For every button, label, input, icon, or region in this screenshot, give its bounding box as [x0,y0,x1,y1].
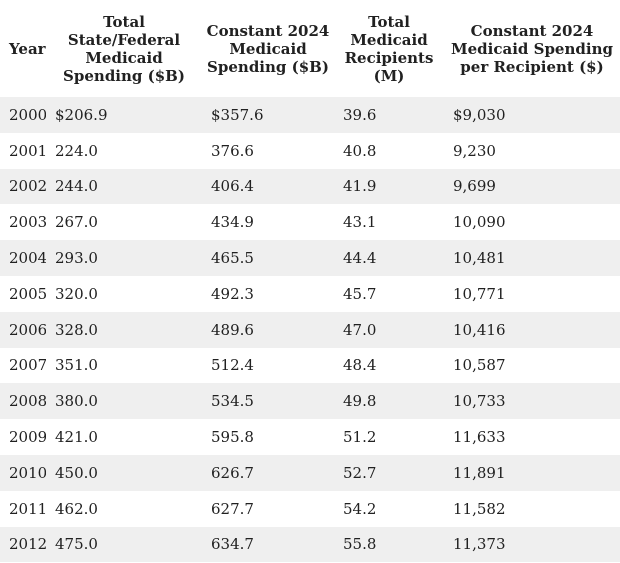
table-cell-year: 2002 [9,177,46,196]
table-cell-per-recipient: $9,030 [453,105,506,124]
table-cell-per-recipient: 11,373 [453,535,506,554]
table-cell-recipients: 51.2 [343,428,377,447]
table-cell-constant-2024-spending: 489.6 [211,320,254,339]
table-cell-year: 2011 [9,499,46,518]
table-cell-recipients: 48.4 [343,356,377,375]
table-cell-recipients: 44.4 [343,249,377,268]
table-cell-recipients: 45.7 [343,284,377,303]
table-cell-recipients: 40.8 [343,141,377,160]
table-cell-total-spending: $206.9 [55,105,108,124]
table-row: 2009 421.0 595.8 51.2 11,633 [0,419,620,455]
table-cell-recipients: 47.0 [343,320,377,339]
table-cell-per-recipient: 9,699 [453,177,496,196]
table-cell-recipients: 43.1 [343,213,377,232]
table-row: 2006 328.0 489.6 47.0 10,416 [0,311,620,348]
table-cell-year: 2007 [9,356,46,375]
table-cell-per-recipient: 10,090 [453,213,506,232]
table-cell-year: 2004 [9,249,46,268]
table-cell-year: 2003 [9,213,46,232]
table-cell-total-spending: 244.0 [55,177,98,196]
table-row: 2011 462.0 627.7 54.2 11,582 [0,490,620,527]
table-cell-total-spending: 293.0 [55,249,98,268]
table-cell-per-recipient: 11,891 [453,463,506,482]
table-cell-constant-2024-spending: 534.5 [211,392,254,411]
table-cell-recipients: 54.2 [343,499,377,518]
column-header-year: Year [9,39,46,58]
table-body: 2000 $206.9 $357.6 39.6 $9,030 2001 224.0 376.6… [0,97,620,563]
table-cell-recipients: 41.9 [343,177,377,196]
table-row: 2007 351.0 512.4 48.4 10,587 [0,347,620,384]
column-header-constant-2024-spending: Constant 2024 Medicaid Spending ($B) [206,21,330,76]
table-cell-constant-2024-spending: 492.3 [211,284,254,303]
table-cell-constant-2024-spending: 634.7 [211,535,254,554]
table-row: 2008 380.0 534.5 49.8 10,733 [0,383,620,420]
table-cell-constant-2024-spending: 626.7 [211,463,254,482]
table-row: 2005 320.0 492.3 45.7 10,771 [0,275,620,312]
table-cell-per-recipient: 10,481 [453,249,506,268]
table-cell-recipients: 49.8 [343,392,377,411]
table-cell-constant-2024-spending: 627.7 [211,499,254,518]
table-row: 2002 244.0 406.4 41.9 9,699 [0,168,620,205]
table-cell-total-spending: 224.0 [55,141,98,160]
column-header-total-state-federal-spending: Total State/Federal Medicaid Spending ($… [63,12,185,85]
table-cell-total-spending: 475.0 [55,535,98,554]
table-row: 2012 475.0 634.7 55.8 11,373 [0,526,620,563]
table-row: 2001 224.0 376.6 40.8 9,230 [0,132,620,169]
table-cell-recipients: 55.8 [343,535,377,554]
table-cell-constant-2024-spending: $357.6 [211,105,264,124]
table-cell-constant-2024-spending: 434.9 [211,213,254,232]
table-row: 2003 267.0 434.9 43.1 10,090 [0,204,620,241]
table-cell-per-recipient: 10,587 [453,356,506,375]
column-header-total-recipients: Total Medicaid Recipients (M) [344,12,434,85]
table-cell-constant-2024-spending: 465.5 [211,249,254,268]
table-cell-total-spending: 267.0 [55,213,98,232]
table-cell-total-spending: 462.0 [55,499,98,518]
table-cell-year: 2010 [9,463,46,482]
table-cell-total-spending: 380.0 [55,392,98,411]
header-row: Year Total State/Federal Medicaid Spendi… [0,0,620,97]
table-header: Year Total State/Federal Medicaid Spendi… [0,0,620,97]
table-cell-per-recipient: 10,733 [453,392,506,411]
table-cell-constant-2024-spending: 376.6 [211,141,254,160]
table-cell-per-recipient: 10,416 [453,320,506,339]
table-cell-recipients: 39.6 [343,105,377,124]
table-cell-constant-2024-spending: 512.4 [211,356,254,375]
table-cell-year: 2008 [9,392,46,411]
table-cell-constant-2024-spending: 595.8 [211,428,254,447]
table-row: 2000 $206.9 $357.6 39.6 $9,030 [0,97,620,133]
table-cell-per-recipient: 11,633 [453,428,506,447]
table-cell-year: 2000 [9,105,46,124]
table-cell-year: 2012 [9,535,46,554]
table-row: 2004 293.0 465.5 44.4 10,481 [0,240,620,276]
table-cell-per-recipient: 10,771 [453,284,506,303]
table-cell-year: 2006 [9,320,46,339]
column-header-spending-per-recipient: Constant 2024 Medicaid Spending per Reci… [451,21,613,76]
table-cell-total-spending: 320.0 [55,284,98,303]
table-cell-total-spending: 351.0 [55,356,98,375]
table-cell-total-spending: 328.0 [55,320,98,339]
table-cell-year: 2001 [9,141,46,160]
table-row: 2010 450.0 626.7 52.7 11,891 [0,454,620,491]
table-cell-year: 2005 [9,284,46,303]
table-cell-per-recipient: 9,230 [453,141,496,160]
table-cell-year: 2009 [9,428,46,447]
table-cell-per-recipient: 11,582 [453,499,506,518]
table-cell-total-spending: 421.0 [55,428,98,447]
table-cell-total-spending: 450.0 [55,463,98,482]
table-cell-constant-2024-spending: 406.4 [211,177,254,196]
table-cell-recipients: 52.7 [343,463,377,482]
